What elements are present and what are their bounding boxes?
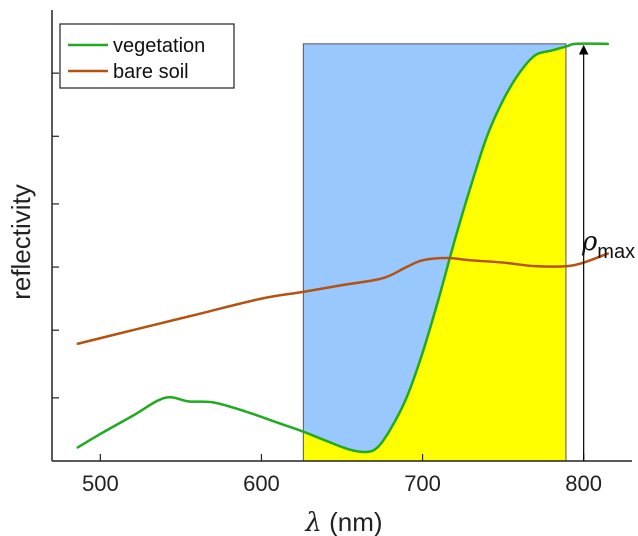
- legend: vegetation bare soil: [59, 23, 235, 89]
- x-axis-unit: (nm): [322, 507, 383, 536]
- x-tick-label: 800: [565, 471, 602, 496]
- legend-label-vegetation: vegetation: [113, 35, 205, 57]
- legend-label-bare-soil: bare soil: [113, 61, 189, 83]
- band-region-below-curve: [303, 46, 566, 461]
- legend-box: [59, 23, 235, 89]
- series-line-bare-soil: [76, 252, 610, 345]
- x-tick-label: 600: [243, 471, 280, 496]
- x-tick-label: 500: [82, 471, 119, 496]
- rho-max-label: ρmax: [581, 227, 635, 263]
- series-line-vegetation: [76, 42, 610, 454]
- axes: 500 600 700 800: [51, 10, 632, 496]
- y-axis-label: reflectivity: [6, 184, 36, 300]
- x-axis-label: λ (nm): [304, 507, 382, 536]
- wavelength-band: [302, 43, 567, 462]
- rho-subscript: max: [597, 241, 635, 263]
- series-layer: [76, 42, 610, 454]
- rho-max-annotation: ρmax: [578, 44, 635, 461]
- x-tick-label: 700: [404, 471, 441, 496]
- rho-symbol: ρ: [581, 227, 598, 257]
- y-ticks: [52, 72, 59, 399]
- x-axis-symbol: λ: [304, 508, 321, 536]
- x-ticks: 500 600 700 800: [82, 454, 602, 496]
